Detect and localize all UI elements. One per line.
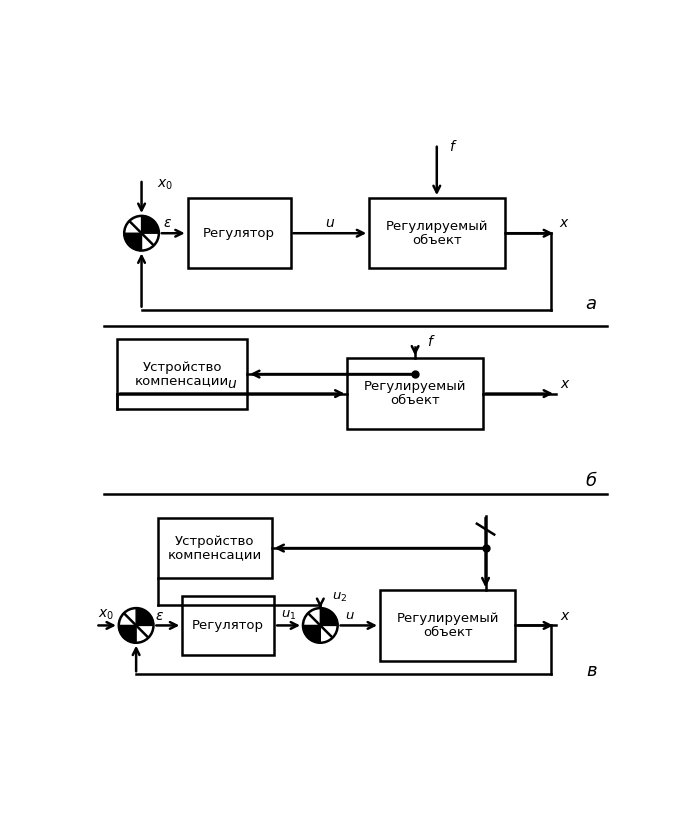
Text: $x$: $x$ [559,217,570,231]
Circle shape [303,608,338,643]
Text: $u_2$: $u_2$ [332,591,347,604]
Text: $u$: $u$ [325,217,335,231]
FancyBboxPatch shape [182,596,274,656]
Text: $u_1$: $u_1$ [281,609,296,622]
Text: б: б [586,472,597,491]
Polygon shape [119,626,136,643]
Text: объект: объект [390,394,440,407]
Text: Устройство: Устройство [175,535,254,547]
Circle shape [124,216,159,251]
FancyBboxPatch shape [347,358,483,429]
FancyBboxPatch shape [380,591,515,661]
Text: $x_0$: $x_0$ [157,177,173,192]
Polygon shape [124,233,141,251]
FancyBboxPatch shape [369,198,505,268]
Text: $f$: $f$ [427,334,435,349]
Text: $x_0$: $x_0$ [98,607,114,621]
Text: Устройство: Устройство [143,361,222,373]
Polygon shape [136,608,154,626]
Text: объект: объект [423,626,473,639]
Text: Регулятор: Регулятор [203,227,275,240]
Text: $\varepsilon$: $\varepsilon$ [162,217,171,231]
Circle shape [119,608,154,643]
FancyBboxPatch shape [117,339,247,409]
Polygon shape [141,216,159,233]
Text: $u$: $u$ [345,609,354,622]
Text: а: а [586,295,597,313]
Text: в: в [586,662,596,680]
Text: Регулируемый: Регулируемый [364,380,466,393]
Text: компенсации: компенсации [135,375,229,387]
Text: $x$: $x$ [561,609,571,623]
Text: Регулируемый: Регулируемый [396,612,499,625]
FancyBboxPatch shape [158,518,271,578]
Text: Регулятор: Регулятор [192,619,264,632]
Text: $f$: $f$ [449,139,457,154]
Text: $u$: $u$ [227,377,238,391]
Text: компенсации: компенсации [168,549,262,561]
FancyBboxPatch shape [187,198,291,268]
Polygon shape [303,626,320,643]
Text: $x$: $x$ [561,377,571,391]
Polygon shape [320,608,338,626]
Text: $\varepsilon$: $\varepsilon$ [155,609,164,623]
Text: Регулируемый: Регулируемый [386,220,488,232]
Text: объект: объект [412,234,461,247]
